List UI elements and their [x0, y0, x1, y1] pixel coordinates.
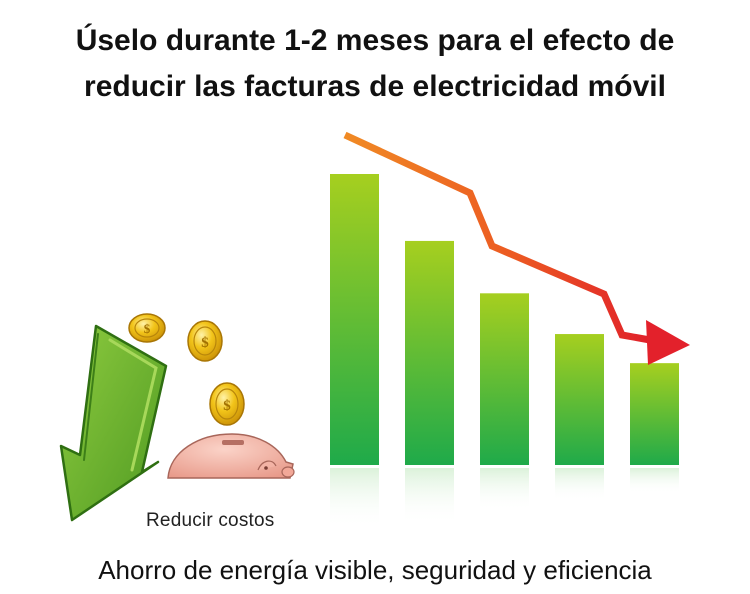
headline-line-1: Úselo durante 1-2 meses para el efecto d…: [75, 24, 675, 57]
chart-bar: [330, 174, 379, 465]
gold-coin-icon: $: [128, 313, 166, 343]
chart-bar-reflection: [480, 468, 529, 511]
bar-chart: [330, 174, 679, 528]
gold-coin-icon: $: [187, 320, 223, 362]
down-arrow-icon: [59, 324, 168, 522]
chart-bar-reflection: [630, 468, 679, 494]
svg-text:$: $: [223, 398, 231, 414]
chart-bar: [405, 240, 454, 465]
chart-bar: [480, 293, 529, 465]
trend-arrow-icon: [343, 131, 690, 365]
chart-bar-reflection: [330, 468, 379, 528]
svg-text:$: $: [144, 321, 151, 336]
chart-bar: [630, 363, 679, 465]
svg-text:$: $: [201, 335, 209, 351]
gold-coin-icon: $: [209, 382, 245, 426]
piggy-bank-icon: [167, 433, 295, 479]
headline-line-2: reducir las facturas de electricidad móv…: [84, 70, 666, 103]
chart-bar-reflection: [555, 468, 604, 501]
reduce-costs-caption: Reducir costos: [146, 510, 275, 531]
footer-tagline: Ahorro de energía visible, seguridad y e…: [98, 555, 652, 585]
headline: Úselo durante 1-2 meses para el efecto d…: [0, 18, 750, 110]
chart-bar: [555, 334, 604, 465]
chart-bar-reflection: [405, 468, 454, 525]
